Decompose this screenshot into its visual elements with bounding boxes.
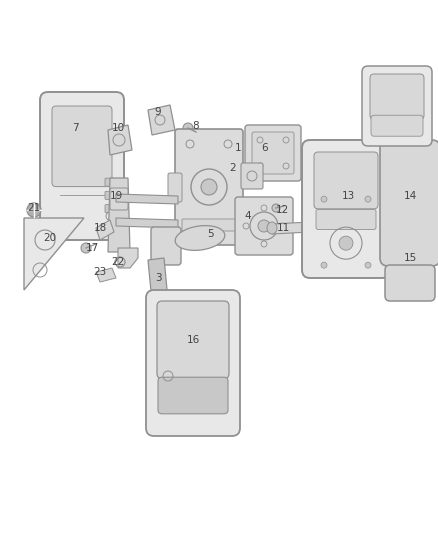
FancyBboxPatch shape [157,301,229,378]
Text: 6: 6 [261,143,268,153]
Text: 14: 14 [403,191,417,201]
FancyBboxPatch shape [314,152,378,209]
FancyBboxPatch shape [245,125,301,181]
Text: 5: 5 [207,229,213,239]
Text: 11: 11 [276,223,290,233]
FancyBboxPatch shape [302,140,390,278]
Polygon shape [116,194,178,204]
FancyBboxPatch shape [110,188,128,210]
Text: 21: 21 [27,203,41,213]
Circle shape [365,196,371,202]
Text: 3: 3 [155,273,161,283]
Polygon shape [108,178,130,252]
FancyBboxPatch shape [370,74,424,119]
Ellipse shape [305,222,315,234]
Ellipse shape [267,222,277,234]
Text: 8: 8 [193,121,199,131]
FancyBboxPatch shape [151,227,181,265]
Text: 17: 17 [85,243,99,253]
Circle shape [258,220,270,232]
Text: 10: 10 [111,123,124,133]
Polygon shape [96,220,114,240]
FancyBboxPatch shape [385,265,435,301]
Polygon shape [116,218,178,228]
Text: 4: 4 [245,211,251,221]
Circle shape [272,204,280,212]
Text: 19: 19 [110,191,123,201]
FancyBboxPatch shape [105,205,115,213]
FancyBboxPatch shape [105,178,115,186]
Circle shape [321,262,327,268]
Circle shape [201,179,217,195]
Polygon shape [272,222,310,234]
Text: 7: 7 [72,123,78,133]
FancyBboxPatch shape [182,219,236,231]
Polygon shape [96,268,116,282]
FancyBboxPatch shape [380,140,438,266]
Text: 12: 12 [276,205,289,215]
Circle shape [321,196,327,202]
Text: 15: 15 [403,253,417,263]
FancyBboxPatch shape [146,290,240,436]
Text: 23: 23 [93,267,106,277]
FancyBboxPatch shape [40,92,124,240]
FancyBboxPatch shape [316,209,376,229]
Text: 16: 16 [187,335,200,345]
Polygon shape [108,125,132,155]
Circle shape [27,203,41,217]
FancyBboxPatch shape [252,132,294,174]
Polygon shape [24,218,84,290]
Text: 9: 9 [155,107,161,117]
Polygon shape [148,258,168,302]
Text: 13: 13 [341,191,355,201]
Ellipse shape [175,225,225,251]
Text: 2: 2 [230,163,237,173]
Text: 18: 18 [93,223,106,233]
Text: 1: 1 [235,143,241,153]
FancyBboxPatch shape [175,129,243,245]
Polygon shape [148,105,175,135]
Text: 22: 22 [111,257,125,267]
FancyBboxPatch shape [52,106,112,187]
FancyBboxPatch shape [371,115,423,136]
Circle shape [81,243,91,253]
Circle shape [365,262,371,268]
FancyBboxPatch shape [105,191,115,199]
Polygon shape [118,248,138,268]
Circle shape [339,236,353,250]
FancyBboxPatch shape [241,163,263,189]
Text: 20: 20 [43,233,57,243]
FancyBboxPatch shape [168,173,182,202]
FancyBboxPatch shape [235,197,293,255]
FancyBboxPatch shape [158,377,228,414]
FancyBboxPatch shape [362,66,432,146]
Circle shape [183,123,193,133]
